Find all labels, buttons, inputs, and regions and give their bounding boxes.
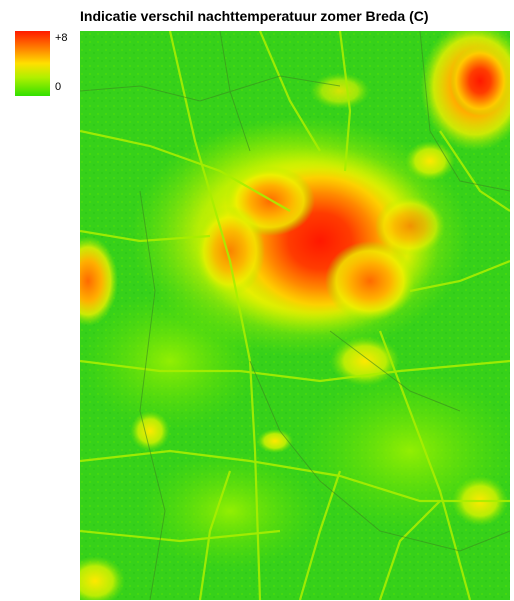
boundary-lines [80, 31, 510, 600]
color-scale-legend [15, 31, 50, 96]
warm-zone [80, 556, 125, 600]
road-network [80, 31, 510, 600]
warm-zone [257, 429, 293, 453]
legend-max-label: +8 [55, 32, 68, 44]
warm-zone [375, 196, 445, 256]
warm-zone [310, 73, 370, 109]
warm-zone [130, 411, 170, 451]
heat-map[interactable] [80, 31, 510, 600]
map-title: Indicatie verschil nachttemperatuur zome… [80, 8, 429, 24]
hotspot-west [80, 236, 118, 326]
warm-zone [195, 206, 265, 296]
hotspot-northeast [450, 46, 510, 116]
heat-map-canvas [80, 31, 510, 600]
hotspot-city-center [325, 241, 415, 321]
legend-min-label: 0 [55, 81, 62, 93]
